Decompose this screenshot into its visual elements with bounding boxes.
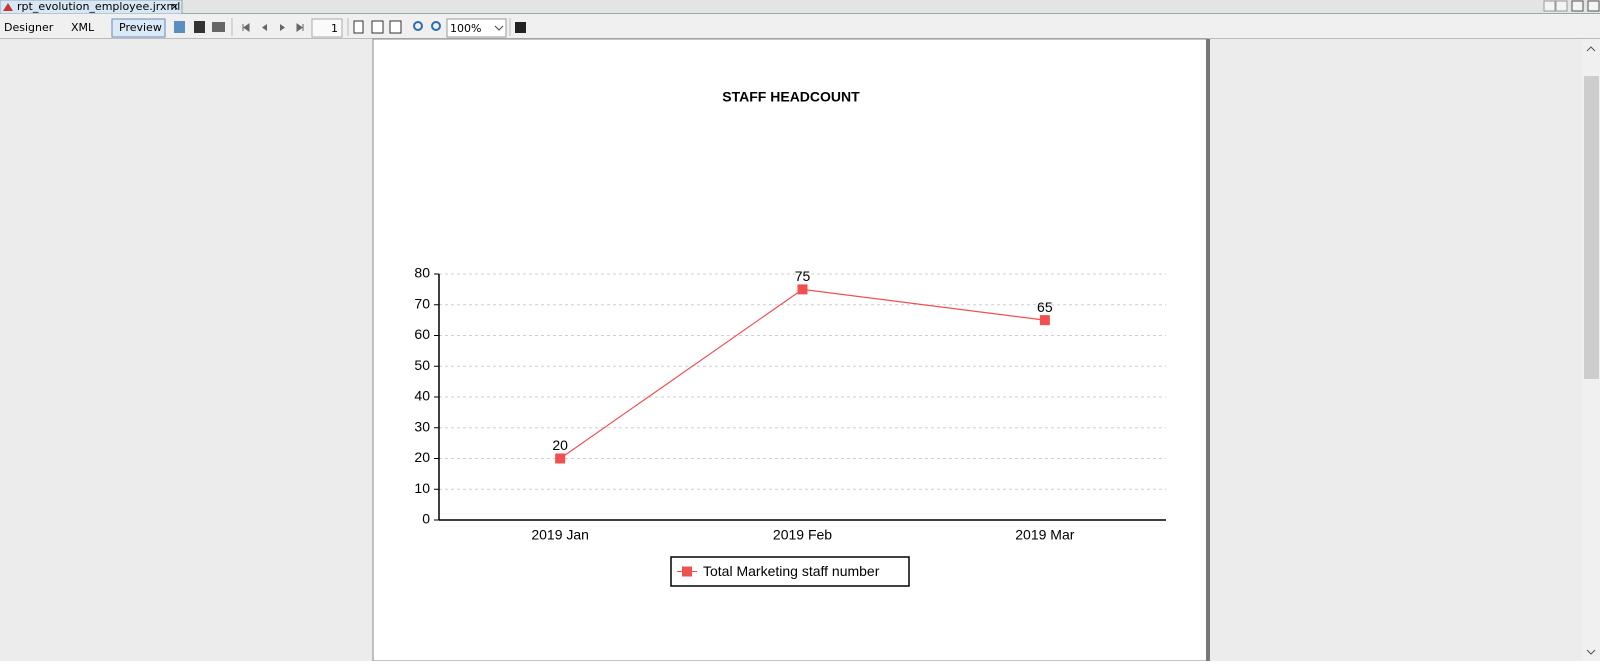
maximize-button[interactable] <box>1587 0 1600 12</box>
page-shadow <box>1206 39 1210 661</box>
fit-page-icon[interactable] <box>371 20 384 34</box>
chart-title: STAFF HEADCOUNT <box>722 89 860 105</box>
y-tick-label: 30 <box>414 418 430 434</box>
scroll-right-button[interactable] <box>1555 0 1568 12</box>
legend-marker <box>682 566 692 577</box>
value-label: 75 <box>795 268 811 284</box>
x-tick-label: 2019 Mar <box>1015 527 1074 543</box>
previous-page-icon[interactable] <box>262 24 267 31</box>
y-tick-label: 20 <box>414 449 430 465</box>
zoom-value: 100% <box>450 22 481 35</box>
y-tick-label: 80 <box>414 265 430 281</box>
zoom-out-icon[interactable] <box>431 21 441 31</box>
page-number: 1 <box>331 22 338 35</box>
x-tick-label: 2019 Feb <box>773 527 832 543</box>
zoom-combo[interactable] <box>446 18 507 38</box>
y-tick-label: 50 <box>414 357 430 373</box>
fit-width-icon[interactable] <box>389 20 402 34</box>
legend-label: Total Marketing staff number <box>703 563 880 579</box>
page-field[interactable] <box>311 18 343 38</box>
zoom-in-icon[interactable] <box>413 21 423 31</box>
save-icon[interactable] <box>194 21 205 33</box>
legend-box <box>670 556 910 587</box>
tab-close[interactable]: × <box>170 0 179 13</box>
value-label: 65 <box>1037 299 1053 315</box>
reload-icon[interactable] <box>174 21 185 33</box>
y-tick-label: 40 <box>414 388 430 404</box>
toolbar <box>0 14 1600 39</box>
export-icon[interactable] <box>515 22 526 33</box>
scroll-up-arrow[interactable] <box>1586 46 1596 52</box>
zoom-dropdown-arrow <box>494 25 504 31</box>
data-point <box>797 284 808 295</box>
tab-title: rpt_evolution_employee.jrxml <box>17 0 180 13</box>
scroll-down-arrow[interactable] <box>1586 649 1596 655</box>
data-point <box>555 453 566 464</box>
print-icon[interactable] <box>212 22 225 32</box>
y-tick-label: 0 <box>422 511 430 527</box>
y-tick-label: 60 <box>414 326 430 342</box>
x-tick-label: 2019 Jan <box>531 527 589 543</box>
actual-size-icon[interactable] <box>353 20 364 34</box>
first-page-icon[interactable] <box>242 23 250 32</box>
data-point <box>1039 315 1050 326</box>
preview-button[interactable]: Preview <box>119 21 162 34</box>
y-tick-label: 70 <box>414 295 430 311</box>
tab-list-button[interactable] <box>1571 0 1584 12</box>
next-page-icon[interactable] <box>280 24 285 31</box>
y-tick-label: 10 <box>414 480 430 496</box>
chart: STAFF HEADCOUNT 0 10 20 30 40 50 60 70 80 2019 Ja… <box>414 89 1166 587</box>
preview-button-frame[interactable] <box>111 18 166 38</box>
last-page-icon[interactable] <box>296 23 304 32</box>
scroll-left-button[interactable] <box>1543 0 1556 12</box>
designer-button[interactable]: Designer <box>4 21 54 34</box>
scrollbar-thumb[interactable] <box>1584 76 1599 379</box>
tab-icon <box>3 3 13 11</box>
xml-button[interactable]: XML <box>71 21 95 34</box>
value-label: 20 <box>552 437 568 453</box>
tab-bar <box>0 0 1600 14</box>
